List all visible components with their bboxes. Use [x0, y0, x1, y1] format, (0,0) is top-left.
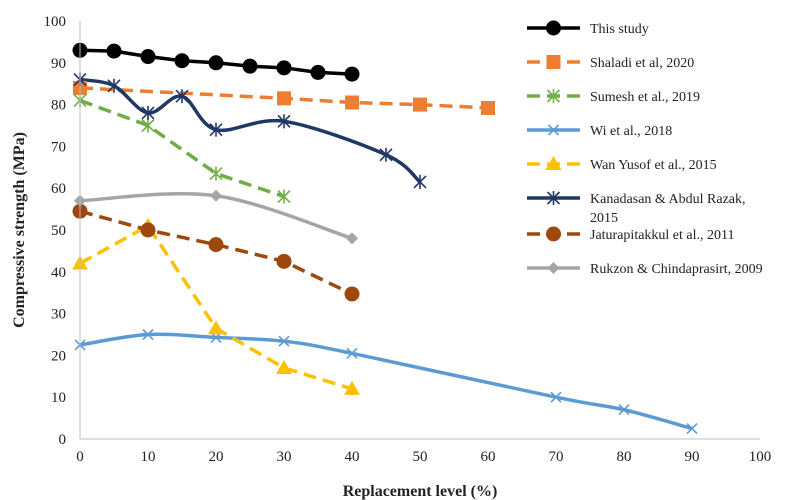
- x-tick-label: 80: [617, 449, 632, 465]
- series-6-point: [379, 147, 393, 162]
- series-4-point: [346, 347, 358, 359]
- series-2-point: [413, 97, 427, 112]
- series-1-point: [106, 43, 122, 59]
- series-3-legend-marker: [546, 89, 561, 103]
- series-8-point: [346, 232, 358, 245]
- series-6-legend-marker: [546, 191, 561, 205]
- legend: This study Shaladi et al, 2020 Sumesh et a…: [527, 20, 763, 277]
- series-5-legend-marker: [545, 156, 562, 170]
- y-tick-label: 0: [59, 432, 67, 448]
- x-tick-label: 90: [685, 449, 700, 465]
- y-tick-label: 40: [51, 265, 66, 281]
- series-1-point: [344, 66, 360, 82]
- series-2-point: [481, 100, 495, 115]
- series-2-point: [345, 95, 359, 110]
- x-tick-label: 50: [413, 449, 428, 465]
- series-1-point: [242, 58, 258, 74]
- series-8-point: [210, 189, 222, 202]
- y-tick-label: 100: [44, 14, 67, 30]
- series-7-legend-label: Jaturapitakkul et al., 2011: [590, 228, 735, 243]
- series-3-point: [277, 189, 291, 204]
- series-4-point: [686, 422, 698, 435]
- series-2-legend-marker: [546, 55, 561, 69]
- x-tick-label: 30: [277, 449, 292, 465]
- y-axis-title: Compressive strength (MPa): [11, 132, 28, 328]
- series-6-point: [277, 114, 291, 129]
- series-1-point: [140, 49, 156, 65]
- y-tick-label: 30: [51, 307, 66, 323]
- series-6-point: [175, 89, 189, 104]
- x-tick-label: 100: [749, 449, 772, 465]
- y-tick-label: 90: [51, 56, 66, 72]
- plot-markers: [72, 42, 698, 435]
- series-4-line: [79, 332, 693, 431]
- series-5-point: [344, 380, 360, 395]
- series-4-point: [618, 404, 630, 416]
- series-6-line: [79, 77, 422, 184]
- x-tick-label: 20: [209, 449, 224, 465]
- series-7-legend-marker: [546, 226, 561, 242]
- series-6-point: [413, 174, 427, 189]
- series-7-point: [208, 237, 224, 253]
- tick-labels: 0 10 20 30 40 50 60 70 80 90 100 0 10 20 30 40 50 60 70 80 9…: [44, 14, 772, 465]
- x-axis-title: Replacement level (%): [343, 483, 498, 500]
- x-tick-label: 70: [549, 449, 564, 465]
- series-7-point: [140, 222, 156, 238]
- series-2-point: [277, 91, 291, 106]
- series-1-legend-marker: [546, 20, 561, 36]
- series-6-point: [141, 105, 155, 120]
- series-3-legend-label: Sumesh et al., 2019: [590, 90, 700, 105]
- series-1-point: [310, 64, 326, 80]
- series-4-point: [278, 335, 290, 347]
- series-4-legend-label: Wi et al., 2018: [590, 124, 672, 139]
- y-tick-label: 20: [51, 348, 66, 364]
- series-4-legend-marker: [547, 124, 560, 136]
- series-8-legend-label: Rukzon & Chindaprasirt, 2009: [590, 262, 763, 277]
- x-tick-label: 0: [76, 449, 84, 465]
- series-1-point: [174, 53, 190, 69]
- series-1-point: [276, 60, 292, 76]
- series-1-legend-label: This study: [590, 22, 649, 37]
- x-tick-label: 60: [481, 449, 496, 465]
- y-tick-label: 60: [51, 181, 66, 197]
- series-4-point: [550, 391, 562, 403]
- series-3-point: [141, 118, 155, 133]
- y-tick-label: 10: [51, 390, 66, 406]
- y-tick-label: 50: [51, 223, 66, 239]
- x-tick-label: 40: [345, 449, 360, 465]
- series-3-point: [209, 166, 223, 181]
- series-7-point: [344, 286, 360, 302]
- axes: [79, 21, 760, 440]
- series-6-point: [209, 122, 223, 137]
- series-4-point: [142, 328, 154, 341]
- y-tick-label: 70: [51, 139, 66, 155]
- series-5-legend-label: Wan Yusof et al., 2015: [590, 158, 717, 173]
- series-5-point: [276, 359, 292, 374]
- y-tick-label: 80: [51, 98, 66, 114]
- series-6-point: [107, 78, 121, 93]
- series-7-point: [276, 253, 292, 269]
- series-2-legend-label: Shaladi et al, 2020: [590, 56, 694, 71]
- x-tick-label: 10: [141, 449, 156, 465]
- series-3-line: [79, 98, 285, 199]
- series-6-legend-label: Kanadasan & Abdul Razak, 2015: [590, 192, 746, 226]
- series-8-legend-marker: [547, 262, 560, 274]
- series-5-point: [208, 320, 224, 335]
- series-1-point: [208, 55, 224, 71]
